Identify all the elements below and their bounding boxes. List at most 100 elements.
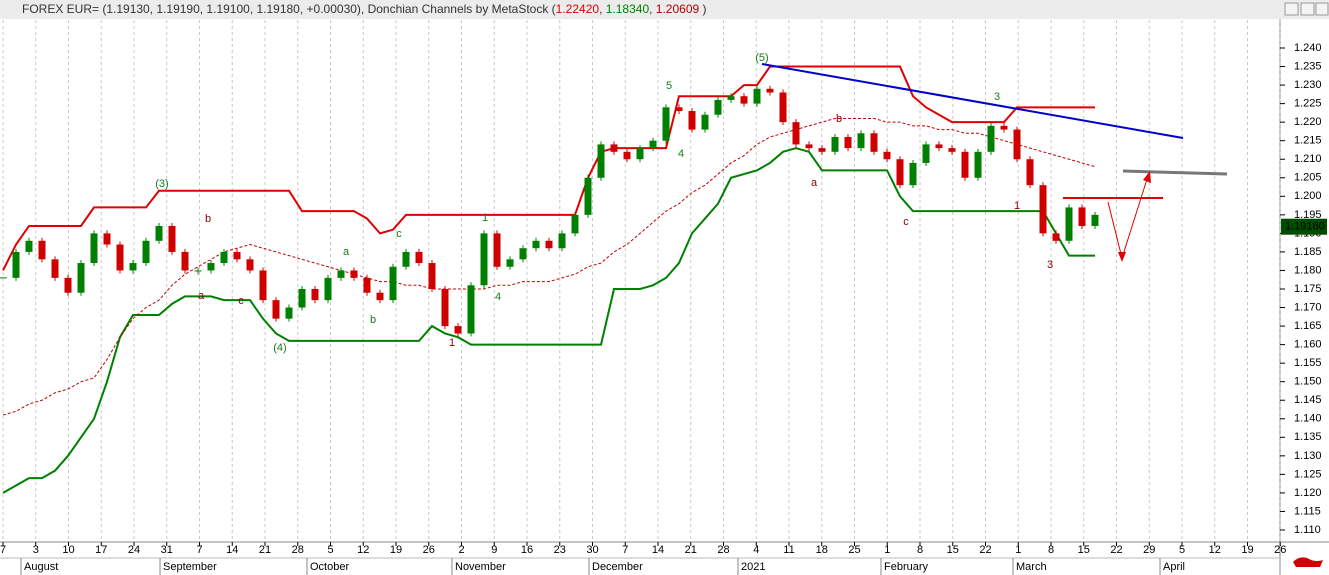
candle (935, 144, 943, 149)
candle (974, 151, 982, 178)
candle (844, 136, 852, 149)
channel-line (2, 147, 1095, 494)
candle (480, 233, 488, 286)
arrow-head (1118, 252, 1126, 262)
x-tick-label: 29 (1143, 544, 1155, 556)
x-tick-label: 5 (327, 544, 333, 556)
header-segment: ) (699, 2, 706, 16)
candle (402, 251, 410, 267)
y-tick-label: 1.230 (1294, 79, 1322, 91)
y-tick-label: 1.200 (1294, 190, 1322, 202)
wave-label: c (238, 295, 244, 307)
x-tick-label: 10 (62, 544, 74, 556)
wave-label: b (205, 213, 211, 225)
month-label: February (884, 561, 929, 573)
y-tick-label: 1.120 (1294, 487, 1322, 499)
x-tick-label: 21 (685, 544, 697, 556)
x-tick-label: 1 (884, 544, 890, 556)
candle (818, 148, 826, 152)
wave-label: a (811, 177, 818, 189)
drawings (761, 63, 1323, 567)
x-tick-label: 19 (1241, 544, 1253, 556)
month-label: 2021 (741, 561, 765, 573)
x-tick-label: 1 (1015, 544, 1021, 556)
channel-line (2, 117, 1096, 416)
header-segment: 1.22420 (556, 2, 600, 16)
candle (259, 270, 267, 301)
candle (701, 114, 709, 130)
bull-icon (1293, 557, 1323, 567)
wave-label: (4) (273, 342, 286, 354)
x-tick-label: 11 (783, 544, 794, 556)
candle (519, 248, 527, 260)
candle (883, 151, 891, 160)
candle (285, 307, 293, 319)
candle (506, 259, 514, 267)
candle (1013, 129, 1021, 160)
candle (623, 151, 631, 160)
plot: (3) b a c (4) c a b 1 1 4 5 4 (5) b a c 3 1 3 (0, 52, 1099, 494)
month-label: October (310, 561, 349, 573)
x-tick-label: 3 (33, 544, 39, 556)
candle (64, 277, 72, 293)
candle (129, 263, 137, 271)
wave-label: 1 (1014, 200, 1020, 212)
candle (1078, 207, 1086, 226)
wave-label: 1 (482, 212, 488, 224)
wave-label: b (836, 113, 842, 125)
candle (51, 259, 59, 278)
y-tick-label: 1.180 (1294, 264, 1322, 276)
x-tick-label: 17 (95, 544, 107, 556)
y-tick-label: 1.155 (1294, 357, 1322, 369)
x-tick-label: 22 (979, 544, 991, 556)
candle (1091, 214, 1099, 226)
candle (922, 144, 930, 163)
header-segment: 1.18340 (606, 2, 650, 16)
x-tick-label: 7 (0, 544, 6, 556)
candle (103, 233, 111, 245)
window-buttons[interactable] (1284, 2, 1329, 16)
x-tick-label: 8 (1048, 544, 1054, 556)
month-label: March (1016, 561, 1047, 573)
x-tick-label: 28 (717, 544, 729, 556)
minimize-button[interactable] (1284, 2, 1299, 16)
candle (675, 107, 683, 112)
wave-label: 4 (495, 291, 501, 303)
candle (1000, 125, 1008, 130)
x-tick-label: 15 (947, 544, 959, 556)
candle (168, 225, 176, 252)
candle (428, 263, 436, 289)
candle (753, 88, 761, 104)
candle (688, 111, 696, 130)
y-tick-label: 1.205 (1294, 172, 1322, 184)
candle (571, 214, 579, 234)
y-tick-label: 1.140 (1294, 413, 1322, 425)
x-tick-label: 12 (357, 544, 369, 556)
candle (779, 92, 787, 123)
trend-line (761, 63, 1184, 139)
candle (636, 148, 644, 160)
x-tick-label: 18 (816, 544, 828, 556)
candle (155, 225, 163, 241)
x-tick-label: 8 (917, 544, 923, 556)
candle (25, 240, 33, 252)
wave-label: 5 (666, 80, 672, 92)
y-tick-label: 1.185 (1294, 246, 1322, 258)
candle (1065, 207, 1073, 241)
wave-label: 3 (994, 91, 1000, 103)
x-tick-label: 14 (652, 544, 664, 556)
month-label: September (163, 561, 217, 573)
candle (233, 251, 241, 260)
candle (77, 263, 85, 293)
candle (142, 240, 150, 264)
candle (532, 240, 540, 249)
restore-button[interactable] (1300, 2, 1315, 16)
candle (558, 233, 566, 249)
wave-label: a (343, 246, 350, 258)
x-tick-label: 7 (622, 544, 628, 556)
candle (493, 233, 501, 267)
close-button[interactable] (1315, 2, 1329, 16)
y-tick-label: 1.145 (1294, 394, 1322, 406)
month-label: November (455, 561, 506, 573)
